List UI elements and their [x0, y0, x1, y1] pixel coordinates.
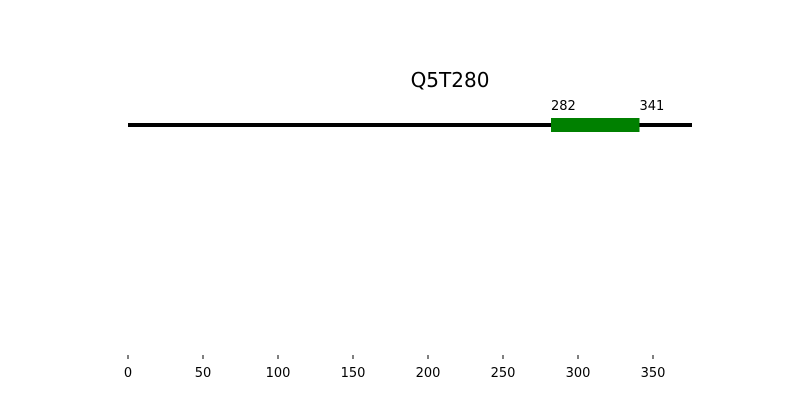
x-axis: 0 50 100 150 200 250 300 350: [124, 355, 666, 381]
domain-start-label-0: 282: [551, 99, 576, 114]
x-tick-label-250: 250: [491, 366, 516, 381]
x-tick-label-100: 100: [266, 366, 291, 381]
x-tick-label-200: 200: [416, 366, 441, 381]
domain-bar-0: [551, 118, 640, 132]
domain-end-label-0: 341: [640, 99, 665, 114]
chart-title: Q5T280: [411, 68, 490, 92]
x-tick-label-0: 0: [124, 366, 132, 381]
x-tick-label-350: 350: [641, 366, 666, 381]
x-tick-label-300: 300: [566, 366, 591, 381]
x-tick-label-150: 150: [341, 366, 366, 381]
x-tick-label-50: 50: [195, 366, 212, 381]
domain-layer: 282 341: [551, 99, 664, 132]
